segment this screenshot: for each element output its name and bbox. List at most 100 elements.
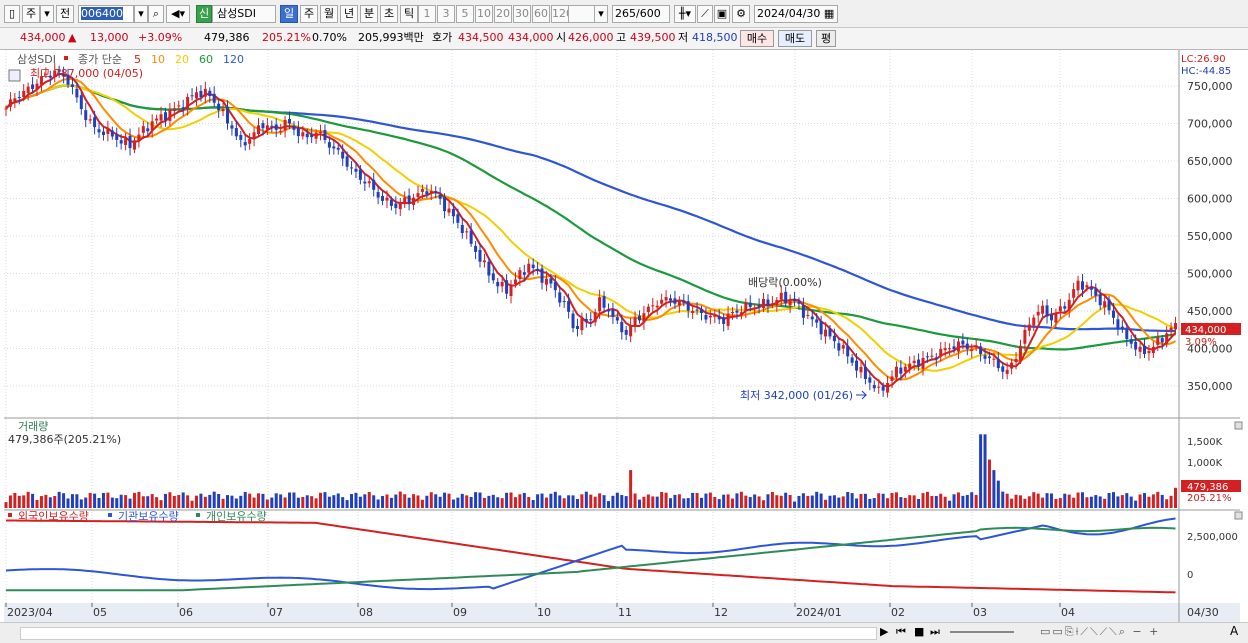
candle-body <box>451 208 455 217</box>
candle-body <box>358 169 362 180</box>
settings-icon[interactable]: ⚙ <box>732 5 750 23</box>
volume-bar <box>775 495 779 508</box>
close-holdings-icon[interactable] <box>1234 511 1243 520</box>
volume-bar <box>1165 499 1169 508</box>
candle-body <box>1129 339 1133 344</box>
interval-button-1[interactable]: 1 <box>418 5 436 23</box>
buy-button[interactable]: 매수 <box>740 30 774 47</box>
candle-body <box>646 306 650 313</box>
candle-body <box>194 92 198 99</box>
turnover: 0.70% <box>312 31 347 44</box>
candle-body <box>208 90 212 96</box>
period-button-3[interactable]: 월 <box>320 5 338 23</box>
candle-body <box>832 335 836 342</box>
legend-toggle-icon[interactable] <box>8 69 21 82</box>
zoom-slider[interactable] <box>950 631 1014 633</box>
forward-icon[interactable]: ⏭ <box>930 625 940 638</box>
scroll-track[interactable] <box>20 627 877 640</box>
date-end-label: 04/30 <box>1187 606 1219 619</box>
volume-bar <box>735 493 739 508</box>
period-button-5[interactable]: 분 <box>360 5 378 23</box>
volume-bar <box>611 495 615 508</box>
interval-dropdown-icon[interactable]: ▾ <box>594 5 608 23</box>
volume-bar <box>208 494 212 508</box>
volume-bar <box>1032 492 1036 508</box>
volume-bar <box>48 497 52 508</box>
candle-body <box>367 181 371 184</box>
candle-body <box>855 360 859 371</box>
candle-body <box>438 194 442 199</box>
interval-button-120[interactable]: 120 <box>551 5 569 23</box>
candle-body <box>252 132 256 140</box>
candle-body <box>606 309 610 312</box>
calendar-icon[interactable]: ▦ <box>820 7 835 20</box>
volume-bar <box>1160 494 1164 508</box>
date-input[interactable]: 2024/04/30 ▦ <box>754 5 838 23</box>
volume-bar <box>1174 487 1178 508</box>
low-value: 418,500 <box>692 31 738 44</box>
volume-bar <box>146 496 150 508</box>
window-icon[interactable]: ▯ <box>4 5 20 23</box>
candle-body <box>567 301 571 312</box>
candle-body <box>841 345 845 349</box>
volume-tick-2: 1,000K <box>1187 458 1223 469</box>
interval-button-30[interactable]: 30 <box>513 5 531 23</box>
date-tick-label: 10 <box>537 606 551 619</box>
volume-bar <box>1001 491 1005 508</box>
bottom-scrollbar[interactable]: ▶ ⏮ ■ ⏭ ▭▭⎘⟊⟋⟍⟋⟍⌕ − + A <box>0 622 1248 643</box>
candle-body <box>456 214 460 223</box>
volume-bar <box>863 493 867 508</box>
candle-body <box>677 300 681 306</box>
eval-button[interactable]: 평 <box>816 30 836 47</box>
candle-body <box>159 114 163 121</box>
candle-body <box>1027 324 1031 331</box>
close-volume-icon[interactable] <box>1234 421 1243 430</box>
period-button-1[interactable]: 일 <box>280 5 298 23</box>
interval-button-20[interactable]: 20 <box>494 5 512 23</box>
candle-body <box>1103 301 1107 308</box>
period-button-4[interactable]: 년 <box>340 5 358 23</box>
period-button-2[interactable]: 주 <box>300 5 318 23</box>
period-button-6[interactable]: 초 <box>380 5 398 23</box>
interval-button-10[interactable]: 10 <box>475 5 493 23</box>
save-icon[interactable]: ▣ <box>714 5 730 23</box>
candle-body <box>934 357 938 360</box>
interval-button-3[interactable]: 3 <box>437 5 455 23</box>
candle-body <box>1018 345 1022 361</box>
holdings-legend-label: 개인보유수량 <box>206 510 267 523</box>
font-size-icon[interactable]: A <box>1230 624 1239 638</box>
candle-body <box>642 313 646 323</box>
search-icon[interactable]: ⌕ <box>148 5 164 23</box>
volume-bar <box>513 497 517 508</box>
interval-button-5[interactable]: 5 <box>456 5 474 23</box>
stock-chart[interactable]: 750,000 700,000 650,000 600,000 550,000 500,0… <box>0 50 1248 622</box>
candle-body <box>248 139 252 144</box>
volume-bar <box>1067 494 1071 508</box>
sound-icon[interactable]: ◀▾ <box>166 5 190 23</box>
period-type-select[interactable]: 주 <box>22 5 40 23</box>
volume-bar <box>779 495 783 508</box>
volume-bar <box>819 493 823 508</box>
volume-bar <box>531 500 535 508</box>
interval-button-60[interactable]: 60 <box>532 5 550 23</box>
stock-code-input[interactable]: 006400 <box>78 5 134 23</box>
prev-button[interactable]: 전 <box>56 5 74 23</box>
volume-bar <box>593 496 597 508</box>
stock-code-dropdown-icon[interactable]: ▾ <box>134 5 148 23</box>
volume-bar <box>987 459 991 508</box>
period-type-dropdown-icon[interactable]: ▾ <box>40 5 54 23</box>
candle-body <box>239 135 243 140</box>
stop-icon[interactable]: ■ <box>914 625 925 638</box>
count-input[interactable]: 265/600 <box>612 5 670 23</box>
scroll-right-icon[interactable]: ▶ <box>880 625 889 638</box>
tool-icons[interactable]: ▭▭⎘⟊⟋⟍⟋⟍⌕ − + <box>1040 625 1161 638</box>
line-tool-icon[interactable]: ⟋ <box>697 5 713 23</box>
candle-body <box>137 134 141 141</box>
period-button-7[interactable]: 틱 <box>400 5 418 23</box>
volume-bar <box>553 491 557 508</box>
sell-button[interactable]: 매도 <box>778 30 812 47</box>
candle-body <box>372 179 376 190</box>
rewind-icon[interactable]: ⏮ <box>896 625 906 638</box>
volume-bar <box>739 491 743 508</box>
chart-type-icon[interactable]: ╫▾ <box>674 5 696 23</box>
